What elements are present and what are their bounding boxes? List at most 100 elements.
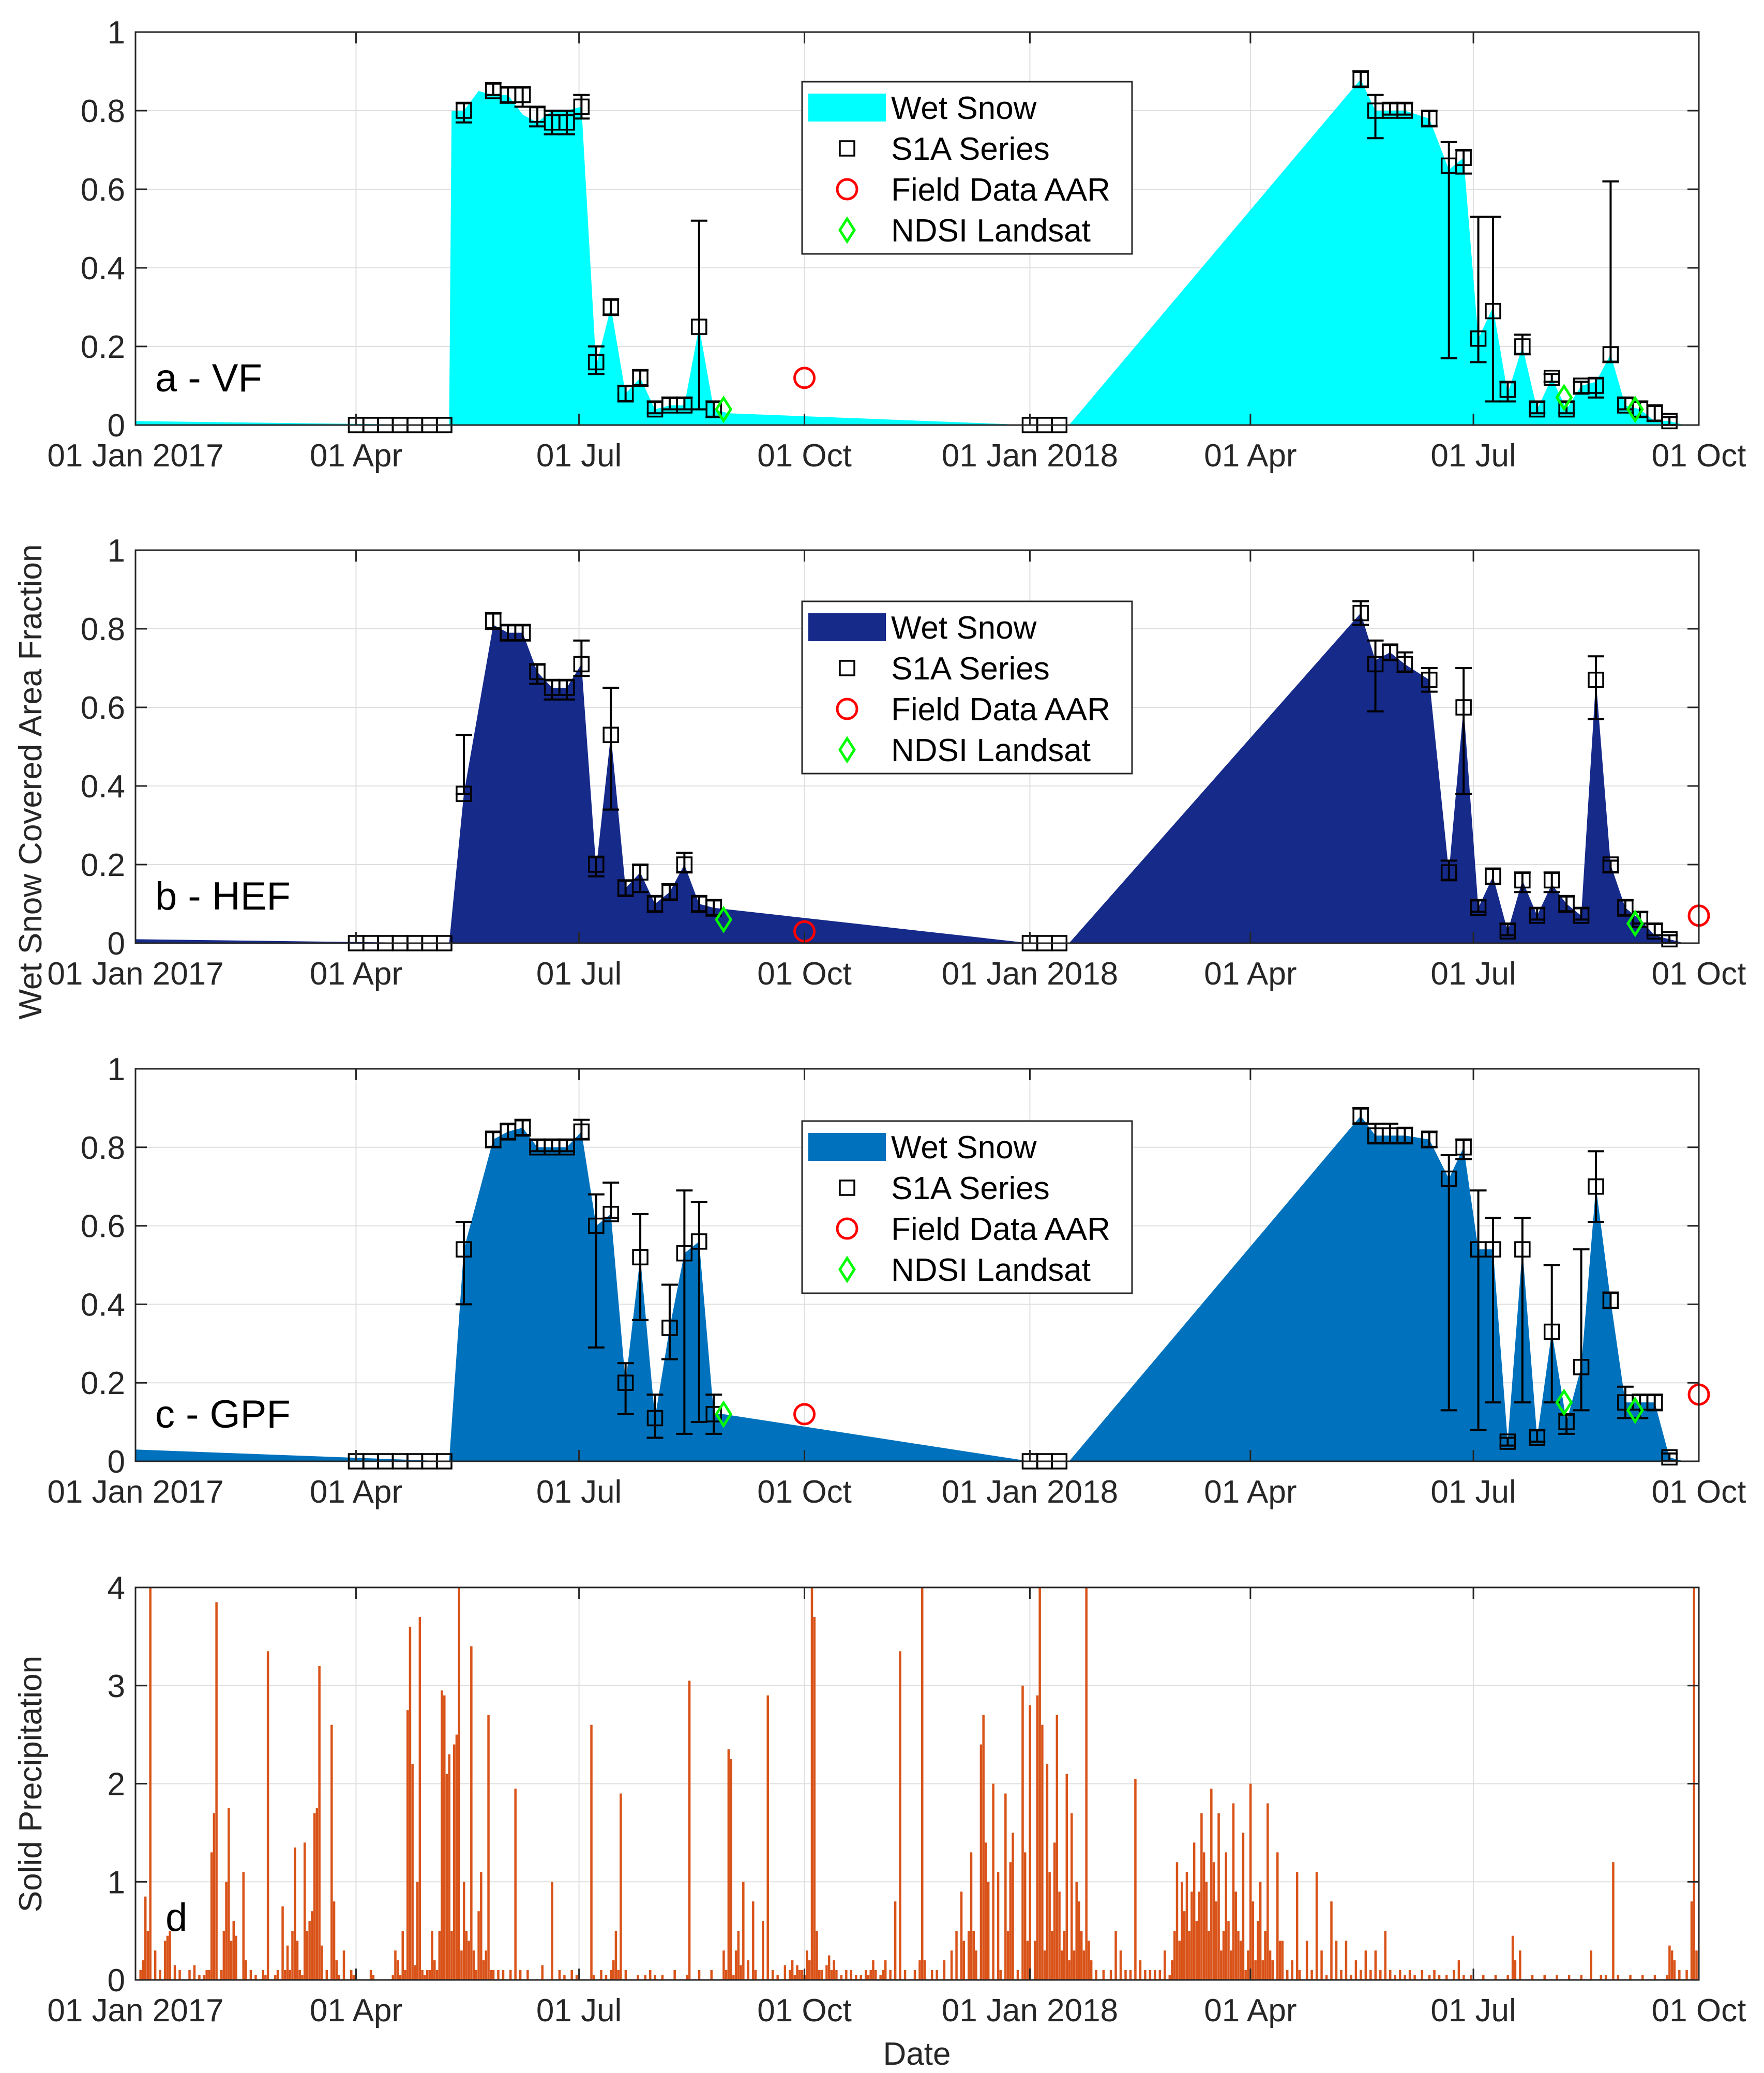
y-tick-label: 1: [108, 533, 125, 569]
precip-bar: [1229, 1950, 1232, 1980]
precip-bar: [502, 1970, 505, 1980]
precip-bar: [1036, 1695, 1039, 1980]
precip-bar: [286, 1945, 289, 1980]
precip-bar: [558, 1970, 561, 1980]
precip-bar: [864, 1970, 867, 1980]
precip-bar: [193, 1965, 196, 1980]
precip-bar: [428, 1970, 431, 1980]
precip-bar: [761, 1921, 764, 1980]
precip-bar: [1271, 1960, 1274, 1980]
precip-bar: [936, 1970, 938, 1980]
precip-bar: [1168, 1975, 1171, 1980]
precip-bar: [1600, 1975, 1602, 1980]
precip-bar: [1102, 1970, 1105, 1980]
precip-bar: [860, 1975, 863, 1980]
precip-bar: [266, 1651, 269, 1980]
legend-entry-label: Field Data AAR: [891, 172, 1110, 208]
legend-marker-ndsi: [838, 736, 856, 764]
precip-bar: [833, 1960, 835, 1980]
precip-bar: [1149, 1970, 1152, 1980]
precip-bar: [644, 1975, 647, 1980]
x-tick-label: 01 Jul: [536, 438, 622, 474]
panel-b-hef: Wet Snow S1A Series Field Data AAR NDSI Lan…: [47, 533, 1746, 992]
precip-bar: [289, 1970, 292, 1980]
precip-bar: [921, 1587, 924, 1980]
precip-bar: [1398, 1970, 1401, 1980]
s1a-point: [1661, 931, 1678, 948]
s1a-point: [602, 727, 619, 743]
legend-entry-label: NDSI Landsat: [891, 733, 1091, 768]
precip-bar: [1205, 1882, 1208, 1980]
s1a-point: [1529, 1429, 1546, 1446]
legend-entry-label: Wet Snow: [891, 90, 1037, 126]
precip-bar: [249, 1970, 252, 1980]
legend-marker-field-aar: [836, 1217, 858, 1240]
x-tick-label: 01 Jan 2017: [47, 1474, 223, 1510]
precip-bar: [1220, 1950, 1223, 1980]
precip-bar: [1278, 1941, 1281, 1980]
precip-bar: [1276, 1852, 1279, 1980]
s1a-point: [485, 613, 502, 629]
precip-bar: [1048, 1872, 1051, 1980]
precip-bar: [1394, 1975, 1396, 1980]
legend: Wet Snow S1A Series Field Data AAR NDSI Lan…: [801, 600, 1133, 775]
precip-bar: [742, 1882, 745, 1980]
precip-bar: [1088, 1941, 1090, 1980]
precip-bar: [1259, 1882, 1262, 1980]
s1a-point: [602, 299, 619, 315]
precip-bar: [1629, 1975, 1632, 1980]
precip-bar: [972, 1931, 975, 1980]
y-tick-label: 0: [108, 926, 125, 962]
precip-bar: [1281, 1941, 1284, 1980]
precip-bar: [1567, 1975, 1571, 1980]
s1a-point: [632, 370, 649, 386]
precip-bar: [472, 1950, 475, 1980]
precip-bar: [845, 1970, 848, 1980]
precip-bar: [338, 1975, 340, 1980]
x-tick-label: 01 Jul: [1430, 1474, 1516, 1510]
precip-bar: [1470, 1975, 1472, 1980]
x-tick-label: 01 Jul: [536, 1474, 622, 1510]
precip-bar: [166, 1935, 169, 1980]
precip-bar: [448, 1754, 450, 1980]
s1a-point: [1499, 923, 1516, 940]
s1a-point: [1352, 604, 1369, 622]
ndsi-landsat-point: [1626, 1396, 1644, 1424]
x-tick-label: 01 Jul: [536, 1993, 622, 2029]
precip-bar: [1463, 1975, 1465, 1980]
precip-bar: [497, 1970, 500, 1980]
precip-bar: [1261, 1960, 1264, 1980]
precip-bar: [144, 1896, 147, 1980]
precip-bar: [1212, 1862, 1215, 1980]
x-tick-label: 01 Jan 2017: [47, 956, 223, 992]
x-tick-label: 01 Apr: [310, 1993, 402, 2029]
precip-bar: [1506, 1975, 1509, 1980]
x-tick-label: 01 Apr: [1204, 1474, 1296, 1510]
s1a-point: [1558, 896, 1575, 912]
y-tick-label: 0.4: [81, 769, 125, 805]
precip-bar: [1269, 1950, 1272, 1980]
precip-bar: [1144, 1970, 1147, 1980]
precip-bar: [308, 1921, 311, 1980]
precip-bar: [968, 1931, 970, 1980]
ndsi-landsat-point: [1626, 395, 1644, 423]
s1a-point: [1602, 346, 1619, 362]
precip-bar: [789, 1970, 791, 1980]
s1a-point: [1455, 1139, 1472, 1156]
x-tick-label: 01 Apr: [310, 438, 402, 474]
s1a-point: [573, 1123, 590, 1140]
s1a-point: [1455, 149, 1472, 166]
precip-bar: [999, 1970, 1002, 1980]
precip-bar: [1325, 1975, 1328, 1980]
precip-bar: [1453, 1970, 1455, 1980]
precip-bar: [404, 1970, 406, 1980]
s1a-point: [1588, 377, 1604, 394]
y-tick-label: 2: [108, 1767, 125, 1803]
precip-bar: [903, 1970, 907, 1980]
precip-bar: [1257, 1921, 1259, 1980]
x-tick-label: 01 Apr: [310, 956, 402, 992]
s1a-point: [1352, 71, 1369, 87]
x-tick-label: 01 Jan 2017: [47, 438, 223, 474]
y-tick-label: 0.6: [81, 1209, 125, 1245]
precip-bar: [1350, 1975, 1352, 1980]
